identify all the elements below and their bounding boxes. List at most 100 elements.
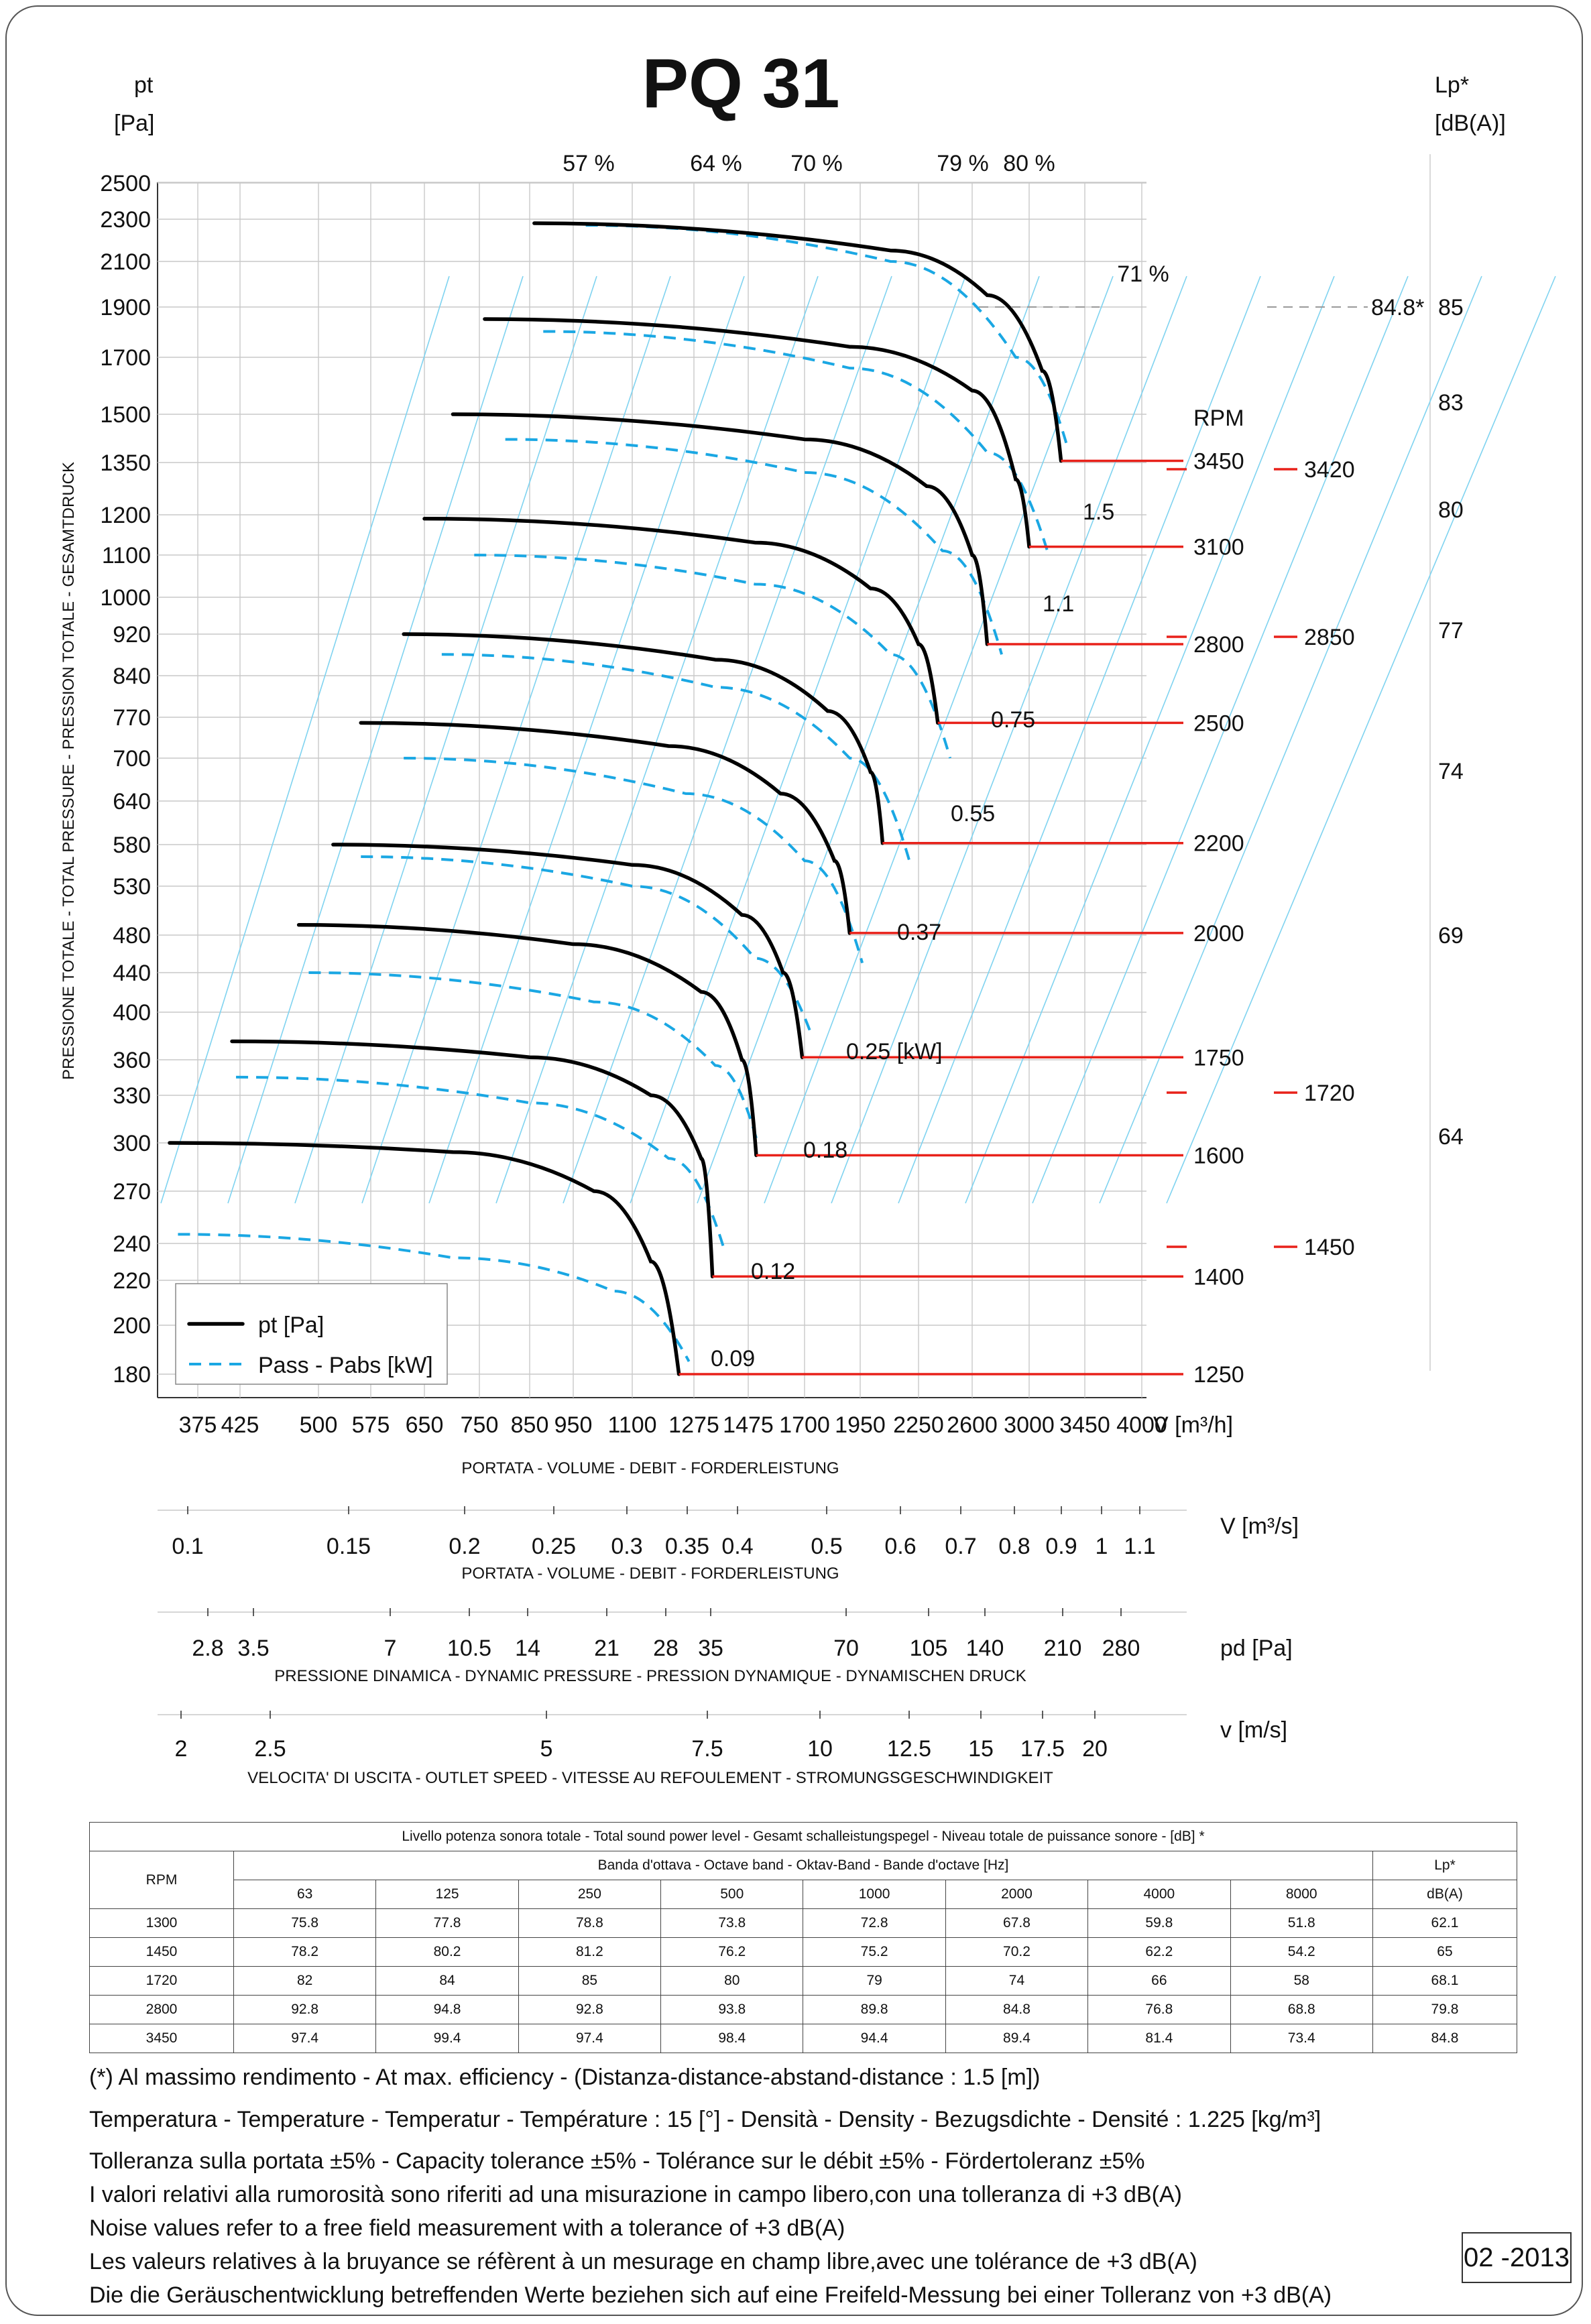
- efficiency-label: 64 %: [690, 151, 742, 176]
- scale-tick-label: 1: [1096, 1534, 1108, 1559]
- sound-table-row: 3450 97.4 99.4 97.4 98.4 94.4 89.4 81.4 73.4 84.8: [89, 2024, 1518, 2053]
- scale-tick-label: 0.7: [945, 1534, 976, 1559]
- scale-caption: PORTATA - VOLUME - DEBIT - FORDERLEISTUN…: [461, 1565, 839, 1583]
- y-tick-label: 2100: [100, 249, 151, 275]
- y-tick-label: 400: [113, 1000, 151, 1026]
- sound-rpm-label: 2850: [1304, 625, 1355, 650]
- x-tick-label: 850: [511, 1412, 549, 1438]
- y-axis-unit: pt: [134, 72, 154, 98]
- x-tick-label: 425: [221, 1412, 259, 1438]
- note-noise-de: Die die Geräuschentwicklung betreffenden…: [89, 2282, 1332, 2308]
- y-tick-label: 360: [113, 1048, 151, 1073]
- x-tick-label: 375: [179, 1412, 217, 1438]
- scale-tick-label: 0.6: [884, 1534, 916, 1559]
- note-noise-en: Noise values refer to a free field measu…: [89, 2215, 845, 2241]
- chart-title: PQ 31: [642, 45, 840, 123]
- rpm-label: 2800: [1193, 632, 1244, 658]
- scale-tick-label: 35: [698, 1636, 723, 1661]
- efficiency-line: [697, 276, 1040, 1204]
- sound-table-value: 98.4: [660, 2024, 804, 2053]
- legend: pt [Pa] Pass - Pabs [kW]: [175, 1283, 448, 1385]
- note-noise-fr: Les valeurs relatives à la bruyance se r…: [89, 2249, 1197, 2274]
- x-tick-label: 1950: [835, 1412, 886, 1438]
- sound-table-value: 66: [1087, 1966, 1231, 1996]
- sound-table-value: 89.4: [945, 2024, 1089, 2053]
- scale-tick-label: 20: [1082, 1736, 1108, 1762]
- sound-table-rpm: 1450: [89, 1937, 234, 1967]
- sound-table-value: 82: [233, 1966, 377, 1996]
- efficiency-line: [831, 276, 1187, 1204]
- power-curve: [236, 1075, 725, 1247]
- y-tick-label: 330: [113, 1083, 151, 1109]
- rpm-label: 2500: [1193, 711, 1244, 736]
- sound-table-value: 58: [1230, 1966, 1373, 1996]
- band-header: 250: [518, 1880, 662, 1909]
- y-axis-label: PRESSIONE TOTALE - TOTAL PRESSURE - PRES…: [60, 462, 78, 1080]
- efficiency-line: [160, 276, 450, 1204]
- sound-rpm-label: 1450: [1304, 1235, 1355, 1260]
- y-tick-label: 770: [113, 705, 151, 731]
- efficiency-label: 79 %: [937, 151, 989, 176]
- efficiency-line: [965, 276, 1335, 1204]
- sound-table-value: 97.4: [233, 2024, 377, 2053]
- note-tolerance: Tolleranza sulla portata ±5% - Capacity …: [89, 2148, 1145, 2174]
- right-tick-label: 64: [1438, 1124, 1464, 1150]
- scale-tick-label: 28: [653, 1636, 679, 1661]
- sound-table-value: 75.8: [233, 1908, 377, 1938]
- band-header: 500: [660, 1880, 804, 1909]
- x-tick-label: 3450: [1059, 1412, 1110, 1438]
- rpm-label: 1750: [1193, 1045, 1244, 1071]
- sound-table-row: 1300 75.8 77.8 78.8 73.8 72.8 67.8 59.8 51.8 62.1: [89, 1908, 1518, 1938]
- x-axis-unit: V [m³/h]: [1153, 1412, 1233, 1438]
- max-eff-sound-label: 84.8*: [1371, 295, 1424, 320]
- sound-rpm-label: 3420: [1304, 457, 1355, 483]
- efficiency-line: [294, 276, 597, 1204]
- y-tick-label: 1000: [100, 585, 151, 611]
- scale-tick-label: 5: [540, 1736, 553, 1762]
- x-tick-label: 3000: [1004, 1412, 1055, 1438]
- sound-table-rpm-header: RPM: [89, 1851, 234, 1909]
- scale-tick-label: 7.5: [691, 1736, 723, 1762]
- scale-tick-label: 210: [1044, 1636, 1082, 1661]
- right-axis-unit: [dB(A)]: [1435, 111, 1506, 136]
- efficiency-line: [1099, 276, 1482, 1204]
- sound-table-value: 70.2: [945, 1937, 1089, 1967]
- pressure-curve: [402, 632, 885, 845]
- sound-table-rpm: 3450: [89, 2024, 234, 2053]
- sound-table-value: 73.8: [660, 1908, 804, 1938]
- scale-unit: v [m/s]: [1220, 1717, 1287, 1743]
- scale-tick-label: 15: [968, 1736, 994, 1762]
- scale-tick-label: 21: [594, 1636, 620, 1661]
- rpm-label: 2000: [1193, 921, 1244, 946]
- sound-rpm-label: 1720: [1304, 1081, 1355, 1106]
- efficiency-line: [898, 276, 1261, 1204]
- sound-table-value: 51.8: [1230, 1908, 1373, 1938]
- note-noise-it: I valori relativi alla rumorosità sono r…: [89, 2182, 1182, 2207]
- efficiency-label: 80 %: [1003, 151, 1055, 176]
- efficiency-line: [764, 276, 1114, 1204]
- x-tick-label: 1100: [607, 1412, 656, 1438]
- efficiency-line: [630, 276, 966, 1204]
- right-tick-label: 83: [1438, 390, 1464, 416]
- scale-tick-label: 0.15: [327, 1534, 371, 1559]
- pressure-curve: [451, 412, 990, 646]
- right-axis-unit: Lp*: [1435, 72, 1469, 98]
- band-header: 4000: [1087, 1880, 1231, 1909]
- band-header: 125: [375, 1880, 519, 1909]
- sound-table-value: 97.4: [518, 2024, 662, 2053]
- sheet-frame: [5, 5, 1583, 2316]
- y-tick-label: 200: [113, 1313, 151, 1339]
- power-label: 0.25 [kW]: [846, 1039, 943, 1064]
- sound-table-value: 76.2: [660, 1937, 804, 1967]
- scale-tick-label: 70: [833, 1636, 859, 1661]
- band-header: 63: [233, 1880, 377, 1909]
- sound-table-value: 80: [660, 1966, 804, 1996]
- scale-tick-label: 2.8: [192, 1636, 223, 1661]
- power-label: 0.12: [751, 1259, 795, 1284]
- y-tick-label: 580: [113, 833, 151, 858]
- sound-table-body: 1300 75.8 77.8 78.8 73.8 72.8 67.8 59.8 51.8 62.1…: [89, 1908, 1518, 2053]
- sound-table-value: 94.8: [375, 1995, 519, 2024]
- x-tick-label: 650: [406, 1412, 444, 1438]
- legend-label-power: Pass - Pabs [kW]: [258, 1353, 433, 1378]
- sound-table-row: 1450 78.2 80.2 81.2 76.2 75.2 70.2 62.2 54.2 65: [89, 1937, 1518, 1967]
